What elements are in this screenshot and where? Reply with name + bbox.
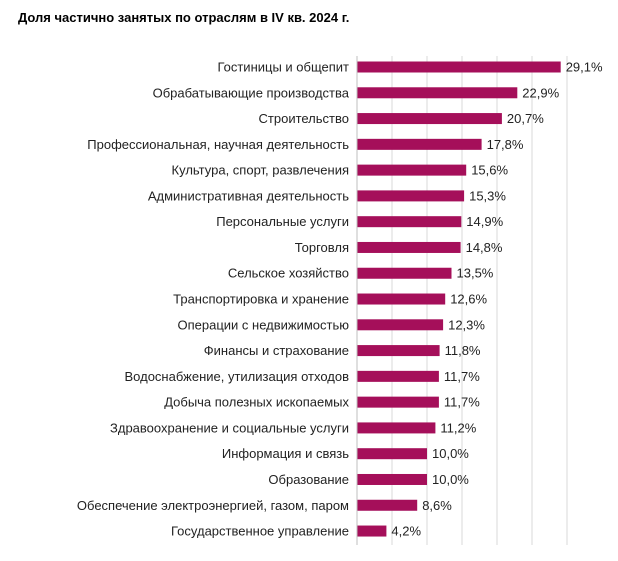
bar bbox=[357, 345, 440, 357]
value-label: 12,6% bbox=[450, 292, 487, 307]
category-label: Финансы и страхование bbox=[204, 343, 349, 358]
value-label: 20,7% bbox=[507, 111, 544, 126]
category-label: Гостиницы и общепит bbox=[217, 60, 349, 75]
value-label: 13,5% bbox=[457, 266, 494, 281]
bar bbox=[357, 61, 561, 73]
value-label: 15,6% bbox=[471, 163, 508, 178]
chart-title: Доля частично занятых по отраслям в IV к… bbox=[18, 10, 350, 25]
bar bbox=[357, 370, 439, 382]
value-label: 15,3% bbox=[469, 188, 506, 203]
bar bbox=[357, 267, 452, 279]
category-label: Сельское хозяйство bbox=[228, 266, 349, 281]
value-label: 14,8% bbox=[466, 240, 503, 255]
value-label: 11,8% bbox=[445, 343, 481, 358]
value-label: 10,0% bbox=[432, 446, 469, 461]
category-label: Профессиональная, научная деятельность bbox=[87, 137, 349, 152]
bar bbox=[357, 473, 427, 485]
bar bbox=[357, 422, 436, 434]
value-label: 4,2% bbox=[391, 524, 421, 539]
category-label: Операции с недвижимостью bbox=[177, 317, 349, 332]
category-label: Здравоохранение и социальные услуги bbox=[110, 420, 349, 435]
bar bbox=[357, 448, 427, 460]
bar bbox=[357, 319, 444, 331]
value-label: 11,2% bbox=[440, 420, 476, 435]
bar bbox=[357, 138, 482, 150]
value-label: 8,6% bbox=[422, 498, 452, 513]
category-label: Образование bbox=[268, 472, 349, 487]
bar bbox=[357, 396, 439, 408]
value-label: 22,9% bbox=[522, 85, 559, 100]
category-label: Персональные услуги bbox=[216, 214, 349, 229]
value-label: 11,7% bbox=[444, 369, 480, 384]
category-label: Обеспечение электроэнергией, газом, паро… bbox=[77, 498, 349, 513]
category-label: Строительство bbox=[259, 111, 349, 126]
bar bbox=[357, 190, 465, 202]
bar bbox=[357, 241, 461, 253]
category-label: Информация и связь bbox=[222, 446, 349, 461]
bar bbox=[357, 113, 502, 125]
category-label: Транспортировка и хранение bbox=[173, 292, 349, 307]
category-label: Торговля bbox=[295, 240, 349, 255]
value-label: 11,7% bbox=[444, 395, 480, 410]
bar bbox=[357, 525, 387, 537]
category-label: Обрабатывающие производства bbox=[153, 85, 350, 100]
value-label: 17,8% bbox=[487, 137, 524, 152]
bar bbox=[357, 293, 446, 305]
category-label: Государственное управление bbox=[171, 524, 349, 539]
bar bbox=[357, 499, 418, 511]
value-label: 12,3% bbox=[448, 317, 485, 332]
bar bbox=[357, 216, 462, 228]
category-label: Административная деятельность bbox=[148, 188, 349, 203]
category-label: Водоснабжение, утилизация отходов bbox=[125, 369, 350, 384]
bar bbox=[357, 87, 518, 99]
category-label: Добыча полезных ископаемых bbox=[164, 395, 349, 410]
value-label: 10,0% bbox=[432, 472, 469, 487]
value-label: 14,9% bbox=[466, 214, 503, 229]
category-label: Культура, спорт, развлечения bbox=[172, 163, 349, 178]
bar bbox=[357, 164, 467, 176]
value-label: 29,1% bbox=[566, 60, 603, 75]
